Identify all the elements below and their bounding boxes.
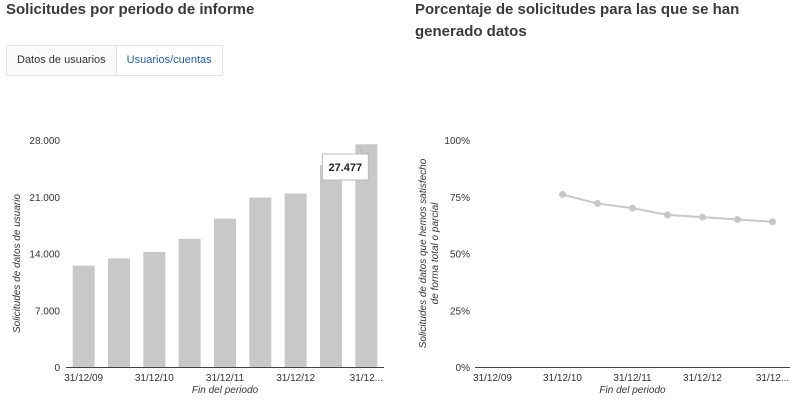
bar-x-axis-label: Fin del periodo (192, 385, 259, 396)
bar-x-tick-label: 31/12/10 (135, 373, 174, 384)
bar-x-tick-label: 31/12/12 (276, 373, 315, 384)
line-chart-title: Porcentaje de solicitudes para las que s… (415, 1, 740, 40)
line-point (664, 211, 671, 219)
line-y-tick-label: 50% (450, 250, 470, 261)
bar-y-tick-label: 14.000 (29, 250, 60, 261)
line-x-tick-label: 31/12/10 (543, 373, 582, 384)
bar-y-tick-label: 28.000 (29, 136, 60, 147)
bar-x-tick-label: 31/12... (350, 373, 383, 384)
bar-x-tick-label: 31/12/11 (206, 373, 245, 384)
line-y-tick-label: 0% (456, 363, 471, 374)
bar-y-tick-label: 21.000 (29, 193, 60, 204)
line-x-axis-label: Fin del periodo (599, 385, 666, 396)
line-y-tick-label: 100% (444, 136, 470, 147)
line-y-axis-label-line: Solicitudes de datos que hemos satisfech… (418, 158, 429, 348)
tooltip-label: 27.477 (329, 162, 363, 174)
bar (249, 197, 272, 367)
bar (72, 265, 95, 367)
line-y-tick-label: 25% (450, 306, 470, 317)
bar (214, 218, 236, 367)
line-y-axis-label-line: de forma total o parcial (430, 202, 441, 304)
bar (284, 193, 307, 367)
bar-x-tick-label: 31/12/09 (64, 373, 103, 384)
line-point (699, 213, 706, 221)
bar (108, 258, 130, 367)
line-point (629, 204, 636, 212)
bar-chart-title: Solicitudes por periodo de informe (6, 1, 255, 18)
tab-user-data[interactable]: Datos de usuarios (7, 46, 117, 75)
bar (320, 165, 342, 367)
bar-y-axis-label: Solicitudes de datos de usuario (12, 194, 23, 333)
line-point (734, 215, 741, 223)
line-x-tick-label: 31/12/09 (473, 373, 512, 384)
line-y-tick-label: 75% (450, 193, 470, 204)
line-x-tick-label: 31/12... (756, 373, 789, 384)
tooltip-box (321, 153, 369, 181)
bar-y-tick-label: 7.000 (35, 306, 60, 317)
tab-bar: Datos de usuarios Usuarios/cuentas (6, 45, 223, 76)
line-point (594, 200, 601, 208)
line-y-axis-label: Solicitudes de datos que hemos satisfech… (418, 158, 441, 348)
bar (178, 238, 201, 367)
line-point (559, 190, 566, 198)
line-x-tick-label: 31/12/11 (613, 373, 652, 384)
bar (143, 251, 166, 367)
line-point (769, 218, 776, 226)
tab-users-accounts[interactable]: Usuarios/cuentas (126, 54, 212, 66)
bar-y-tick-label: 0 (54, 363, 60, 374)
line-x-tick-label: 31/12/12 (683, 373, 722, 384)
bar (355, 144, 378, 367)
